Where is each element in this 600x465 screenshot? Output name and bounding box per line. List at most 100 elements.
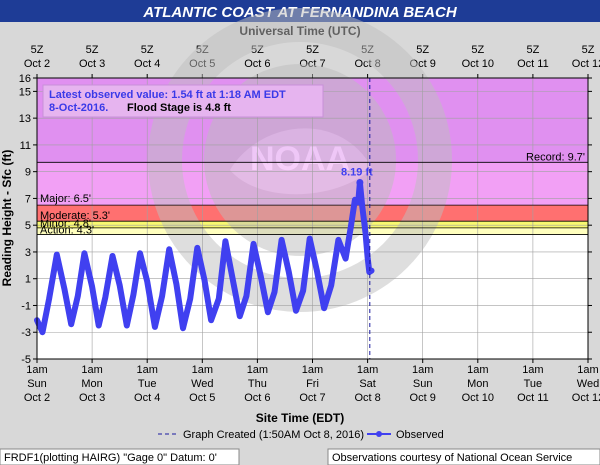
observed-point <box>130 292 136 298</box>
observed-point <box>293 308 299 314</box>
bottom-tick-time: 1am <box>522 364 543 376</box>
observed-point <box>152 324 158 330</box>
footer-right-text: Observations courtesy of National Ocean … <box>332 452 572 464</box>
latest-value-date: 8-Oct-2016. <box>49 102 108 114</box>
top-tick-date: Oct 4 <box>134 58 160 70</box>
y-tick-label: -3 <box>21 327 31 339</box>
observed-point <box>352 197 358 203</box>
observed-point <box>286 269 292 275</box>
bottom-tick-day: Tue <box>138 378 157 390</box>
observed-point <box>102 294 108 300</box>
y-tick-label: 13 <box>19 113 31 125</box>
bottom-tick-date: Oct 10 <box>462 392 494 404</box>
top-tick-hour: 5Z <box>141 44 154 56</box>
y-tick-label: 11 <box>20 140 31 152</box>
observed-point <box>187 296 193 302</box>
bottom-tick-day: Wed <box>577 378 599 390</box>
bottom-tick-date: Oct 3 <box>79 392 105 404</box>
bottom-tick-time: 1am <box>26 364 47 376</box>
minor-label: Minor: 4.8' <box>40 218 91 230</box>
top-tick-hour: 5Z <box>306 44 319 56</box>
top-tick-date: Oct 11 <box>517 58 549 70</box>
observed-point <box>81 250 87 256</box>
bottom-tick-day: Mon <box>81 378 102 390</box>
bottom-tick-date: Oct 4 <box>134 392 160 404</box>
footer-left-box <box>0 448 240 465</box>
observed-point <box>230 276 236 282</box>
peak-marker <box>356 179 364 187</box>
observed-point <box>314 268 320 274</box>
bottom-tick-date: Oct 11 <box>517 392 549 404</box>
moderate-label: Moderate: 5.3' <box>40 210 110 222</box>
observed-point <box>96 323 102 329</box>
bottom-tick-time: 1am <box>467 364 488 376</box>
observed-point <box>194 245 200 251</box>
observed-point <box>62 286 68 292</box>
bottom-tick-time: 1am <box>302 364 323 376</box>
y-tick-label: 9 <box>25 167 31 179</box>
legend-graph-created-label: Graph Created (1:50AM Oct 8, 2016) <box>183 429 364 441</box>
top-tick-hour: 5Z <box>31 44 44 56</box>
observed-point <box>362 229 368 235</box>
observed-point <box>202 277 208 283</box>
bottom-tick-time: 1am <box>81 364 102 376</box>
major-label: Major: 6.5' <box>40 193 91 205</box>
bottom-tick-date: Oct 9 <box>410 392 436 404</box>
top-tick-date: Oct 10 <box>462 58 494 70</box>
flood-category-lines: Record: 9.7' Major: 6.5' Moderate: 5.3'Min… <box>37 151 588 237</box>
observed-point <box>159 293 165 299</box>
observed-point <box>216 296 222 302</box>
bottom-tick-date: Oct 6 <box>244 392 270 404</box>
bottom-tick-time: 1am <box>136 364 157 376</box>
flood-stage-text: Flood Stage is 4.8 ft <box>127 102 231 114</box>
observed-point <box>265 309 271 315</box>
observed-point <box>222 238 228 244</box>
action-label: Action: 4.3' <box>40 225 94 237</box>
top-tick-hour: 5Z <box>86 44 99 56</box>
bottom-tick-date: Oct 12 <box>572 392 600 404</box>
bottom-tick-day: Tue <box>524 378 543 390</box>
observed-point <box>237 313 243 319</box>
y-tick-label: 7 <box>25 193 31 205</box>
bottom-tick-date: Oct 8 <box>354 392 380 404</box>
y-tick-label: 15 <box>19 86 31 98</box>
observed-point <box>251 241 257 247</box>
top-tick-hour: 5Z <box>416 44 429 56</box>
observed-point <box>166 246 172 252</box>
y-tick-label: -5 <box>21 354 31 366</box>
top-tick-hour: 5Z <box>471 44 484 56</box>
observed-point <box>365 254 371 260</box>
observed-point <box>208 317 214 323</box>
observed-point <box>75 293 81 299</box>
svg-text:NOAA: NOAA <box>250 140 350 178</box>
peak-label: 8.19 ft <box>341 167 373 179</box>
bottom-tick-day: Fri <box>306 378 319 390</box>
observed-point <box>258 273 264 279</box>
observed-point <box>180 325 186 331</box>
observed-point <box>335 237 341 243</box>
observed-point <box>300 288 306 294</box>
top-tick-hour: 5Z <box>582 44 595 56</box>
record-label: Record: 9.7' <box>526 151 585 163</box>
plot-grid <box>37 78 588 359</box>
legend: Graph Created (1:50AM Oct 8, 2016) Obser… <box>158 429 444 441</box>
latest-value-text: Latest observed value: 1.54 ft at 1:18 A… <box>49 89 286 101</box>
bottom-tick-day: Sun <box>413 378 433 390</box>
observed-point <box>137 250 143 256</box>
y-tick-label: -1 <box>21 300 31 312</box>
top-tick-hour: 5Z <box>526 44 539 56</box>
legend-observed-label: Observed <box>396 429 444 441</box>
bottom-tick-time: 1am <box>357 364 378 376</box>
bottom-tick-date: Oct 5 <box>189 392 215 404</box>
observed-point <box>355 199 361 205</box>
noaa-watermark-logo: NOAA <box>148 8 452 312</box>
observed-series: 8.19 ft <box>34 167 375 336</box>
bottom-tick-date: Oct 7 <box>299 392 325 404</box>
observed-point <box>328 282 334 288</box>
footer-right-box <box>327 448 600 465</box>
bottom-tick-time: 1am <box>192 364 213 376</box>
observed-point <box>279 237 285 243</box>
observed-point <box>109 253 115 259</box>
observed-point <box>89 284 95 290</box>
